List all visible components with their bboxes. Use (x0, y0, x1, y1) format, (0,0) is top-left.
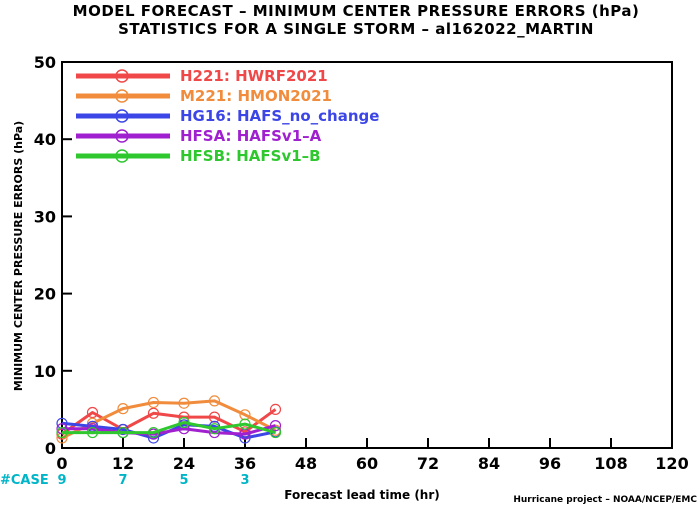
data-point (117, 426, 129, 439)
series-layer (56, 395, 282, 444)
x-tick-label: 108 (594, 454, 627, 473)
y-axis-label: MINIMUM CENTER PRESSURE ERRORS (hPa) (12, 121, 25, 391)
legend-swatch-marker (115, 129, 129, 143)
y-axis-ticks: 0 10 20 30 40 50 (34, 53, 72, 458)
data-point (239, 409, 251, 421)
x-axis-label: Forecast lead time (hr) (284, 488, 440, 502)
case-count: 9 (57, 473, 66, 488)
legend-item: M221: HMON2021 (76, 87, 332, 105)
credit-text: Hurricane project – NOAA/NCEP/EMC (513, 495, 697, 505)
y-tick-label: 20 (34, 285, 56, 304)
y-tick-label: 50 (34, 53, 56, 72)
x-tick-label: 96 (539, 454, 561, 473)
case-counts: 9 7 5 3 (57, 473, 249, 488)
legend-swatch-marker (115, 69, 129, 83)
x-axis-ticks: 0 12 24 36 48 60 72 84 96 108 120 (56, 438, 689, 473)
legend-swatch-marker (115, 89, 129, 103)
data-point (208, 423, 221, 435)
x-tick-label: 60 (356, 454, 378, 473)
y-tick-label: 10 (34, 362, 56, 381)
legend-label: HG16: HAFS_no_change (180, 107, 379, 125)
data-point (269, 426, 282, 439)
data-point (208, 395, 221, 407)
legend-label: H221: HWRF2021 (180, 67, 328, 85)
data-point (117, 423, 129, 436)
legend-label: HFSB: HAFSv1–B (180, 147, 321, 165)
legend-label: HFSA: HAFSv1–A (180, 127, 322, 145)
y-tick-label: 0 (45, 439, 56, 458)
legend: H221: HWRF2021 M221: HMON2021 HG16: HAFS_n… (76, 67, 379, 165)
x-tick-label: 72 (417, 454, 439, 473)
x-tick-label: 48 (295, 454, 317, 473)
legend-item: HG16: HAFS_no_change (76, 107, 379, 125)
data-point (147, 396, 160, 409)
x-tick-label: 84 (478, 454, 500, 473)
data-point (269, 403, 282, 415)
x-tick-label: 0 (56, 454, 67, 473)
x-tick-label: 36 (234, 454, 256, 473)
data-point (86, 426, 99, 439)
legend-swatch-marker (115, 149, 129, 163)
y-tick-label: 40 (34, 130, 56, 149)
data-point (147, 407, 160, 419)
data-point (86, 406, 99, 419)
data-point (117, 403, 129, 415)
series-group (56, 416, 282, 439)
x-tick-label: 12 (112, 454, 134, 473)
data-point (239, 418, 251, 430)
case-count: 5 (179, 473, 188, 488)
data-point (269, 420, 282, 432)
legend-swatch-marker (115, 109, 129, 123)
y-tick-label: 30 (34, 207, 56, 226)
chart-title: MODEL FORECAST – MINIMUM CENTER PRESSURE… (73, 2, 640, 20)
x-tick-label: 120 (655, 454, 688, 473)
legend-label: M221: HMON2021 (180, 87, 332, 105)
legend-item: H221: HWRF2021 (76, 67, 328, 85)
data-point (56, 426, 68, 439)
chart-subtitle: STATISTICS FOR A SINGLE STORM – al162022… (118, 20, 594, 38)
case-count: 7 (118, 473, 127, 488)
x-tick-label: 24 (173, 454, 195, 473)
cases-label: #CASE (0, 473, 49, 488)
series-line (61, 408, 277, 436)
data-point (147, 426, 160, 439)
legend-item: HFSB: HAFSv1–B (76, 147, 321, 165)
case-count: 3 (240, 473, 249, 488)
data-point (178, 416, 190, 429)
legend-item: HFSA: HAFSv1–A (76, 127, 322, 145)
data-point (178, 397, 190, 409)
data-point (208, 411, 221, 423)
